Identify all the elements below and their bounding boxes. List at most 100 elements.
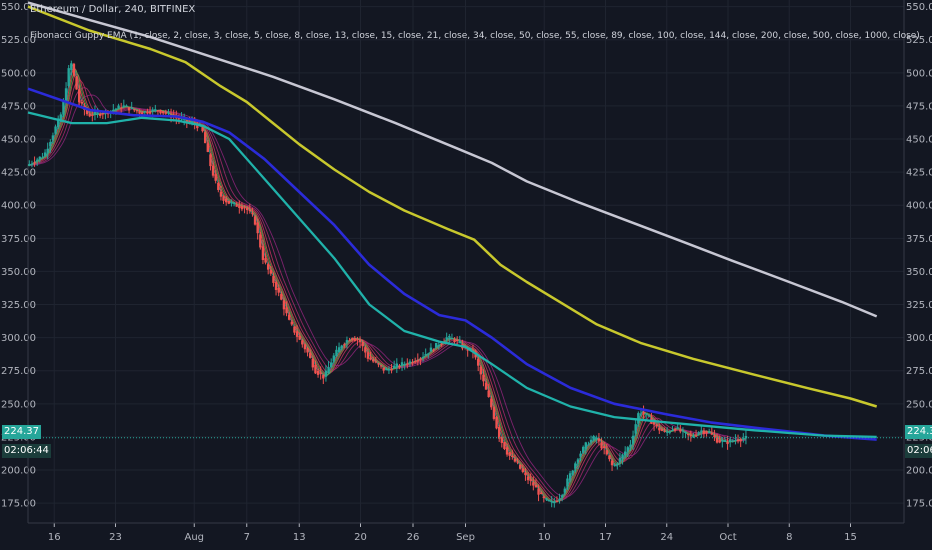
- candle-body: [364, 347, 367, 353]
- candle-body: [705, 431, 708, 434]
- candle-body: [700, 430, 703, 432]
- candle-body: [406, 363, 409, 365]
- candle-body: [353, 338, 357, 342]
- candle-body: [112, 109, 115, 111]
- candle-body: [600, 442, 603, 449]
- candle-body: [35, 159, 39, 161]
- candle-body: [731, 440, 735, 442]
- candle-body: [453, 339, 456, 342]
- candle-body: [122, 105, 126, 107]
- candle-body: [721, 440, 724, 442]
- candle-body: [314, 364, 317, 374]
- candle-body: [663, 430, 666, 432]
- candle-body: [345, 340, 349, 343]
- candle-body: [521, 468, 525, 472]
- candle-body: [658, 427, 661, 431]
- countdown-tag-right: 02:06:44: [905, 444, 932, 458]
- candle-body: [550, 501, 553, 503]
- symbol-title: Ethereum / Dollar, 240, BITFINEX: [30, 4, 196, 15]
- candle-body: [416, 359, 420, 362]
- candle-body: [676, 427, 679, 429]
- candle-body: [167, 112, 170, 114]
- candle-body: [248, 209, 252, 212]
- candle-body: [161, 111, 165, 114]
- x-tick-label: Oct: [719, 532, 736, 543]
- candle-body: [715, 437, 719, 443]
- candle-body: [679, 429, 682, 432]
- candle-body: [497, 427, 501, 439]
- candle-body: [235, 204, 238, 207]
- candle-body: [424, 354, 427, 356]
- candle-body: [280, 293, 283, 300]
- candle-body: [70, 63, 73, 71]
- candle-body: [618, 457, 622, 463]
- candle-body: [287, 314, 291, 320]
- candle-body: [739, 439, 742, 442]
- candle-body: [419, 358, 422, 360]
- y-tick-left: 300.00: [1, 333, 36, 344]
- candle-body: [644, 413, 648, 415]
- candle-body: [647, 415, 651, 417]
- candle-body: [398, 365, 401, 367]
- candle-body: [133, 109, 136, 111]
- candle-body: [295, 331, 299, 337]
- candle-body: [476, 358, 480, 366]
- x-tick-label: Sep: [456, 532, 475, 543]
- candle-body: [448, 336, 451, 338]
- candle-body: [713, 435, 716, 438]
- candle-body: [421, 356, 425, 358]
- candle-body: [238, 205, 241, 208]
- candle-body: [98, 113, 102, 116]
- candle-body: [411, 361, 414, 364]
- candle-body: [64, 88, 68, 102]
- candle-body: [253, 216, 257, 225]
- candle-body: [38, 156, 42, 160]
- candle-body: [613, 464, 616, 466]
- y-tick-left: 350.00: [1, 267, 36, 278]
- candle-body: [744, 435, 748, 439]
- candle-body: [395, 363, 399, 367]
- y-tick-left: 475.00: [1, 101, 36, 112]
- candle-body: [597, 438, 601, 441]
- y-tick-right: 200.00: [906, 466, 932, 477]
- candle-body: [327, 367, 330, 374]
- candle-body: [203, 132, 207, 144]
- candle-body: [272, 276, 275, 283]
- candle-body: [484, 382, 488, 390]
- candle-body: [219, 191, 223, 197]
- candle-body: [413, 361, 417, 363]
- candle-body: [542, 496, 546, 499]
- candle-body: [558, 499, 561, 501]
- candle-body: [592, 436, 595, 441]
- candle-body: [33, 162, 36, 164]
- candle-body: [214, 174, 217, 181]
- candle-body: [308, 352, 312, 358]
- candle-body: [728, 439, 732, 442]
- candle-body: [487, 390, 490, 398]
- candle-body: [49, 142, 52, 147]
- candle-body: [190, 121, 194, 123]
- candle-body: [623, 451, 627, 456]
- candle-body: [101, 113, 105, 115]
- candle-body: [379, 365, 383, 367]
- candle-body: [579, 453, 582, 457]
- candle-body: [185, 120, 189, 122]
- x-tick-label: 10: [538, 532, 551, 543]
- y-tick-right: 550.00: [906, 2, 932, 13]
- candle-body: [587, 444, 590, 446]
- candle-body: [566, 478, 569, 487]
- candle-body: [206, 143, 210, 152]
- candle-body: [230, 202, 233, 204]
- candle-body: [130, 107, 133, 109]
- candle-body: [616, 463, 619, 466]
- candle-body: [608, 455, 611, 460]
- candle-body: [117, 105, 120, 109]
- candle-body: [602, 446, 606, 448]
- candle-body: [621, 454, 624, 459]
- candle-body: [269, 270, 273, 274]
- candle-body: [264, 258, 267, 263]
- x-tick-label: 23: [109, 532, 122, 543]
- x-tick-label: Aug: [184, 532, 204, 543]
- candle-body: [707, 432, 711, 434]
